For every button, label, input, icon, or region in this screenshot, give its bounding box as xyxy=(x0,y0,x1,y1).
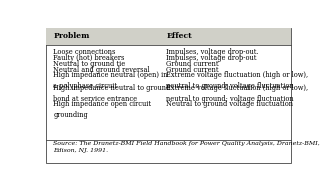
Text: Ground current: Ground current xyxy=(166,60,219,68)
Text: Problem: Problem xyxy=(53,33,90,40)
Text: Neutral and ground reversal: Neutral and ground reversal xyxy=(53,66,150,74)
Text: Extreme voltage fluctuation (high or low),
neutral to ground; voltage fluctuatio: Extreme voltage fluctuation (high or low… xyxy=(166,84,308,103)
Text: Neutral to ground voltage fluctuation: Neutral to ground voltage fluctuation xyxy=(166,100,293,108)
Text: Loose connections: Loose connections xyxy=(53,48,115,56)
Text: Ground current: Ground current xyxy=(166,66,219,74)
Text: Extreme voltage fluctuation (high or low),
neutral to ground; voltage fluctuatio: Extreme voltage fluctuation (high or low… xyxy=(166,71,308,90)
Text: Faulty (hot) breakers: Faulty (hot) breakers xyxy=(53,54,125,62)
Text: Neutral to ground tie: Neutral to ground tie xyxy=(53,60,125,68)
Text: Source: The Dranetz-BMI Field Handbook for Power Quality Analysis, Dranetz-BMI,
: Source: The Dranetz-BMI Field Handbook f… xyxy=(53,141,320,153)
Text: Impulses, voltage drop-out: Impulses, voltage drop-out xyxy=(166,54,257,62)
Text: Impulses, voltage drop-out.: Impulses, voltage drop-out. xyxy=(166,48,259,56)
Text: Effect: Effect xyxy=(166,33,192,40)
Text: High impedance open circuit
grounding: High impedance open circuit grounding xyxy=(53,100,151,119)
Text: High impedance neutral (open) in
a polyphase circuit: High impedance neutral (open) in a polyp… xyxy=(53,71,168,90)
Text: High impedance neutral to ground
bond at service entrance: High impedance neutral to ground bond at… xyxy=(53,84,171,103)
Bar xyxy=(46,28,291,45)
